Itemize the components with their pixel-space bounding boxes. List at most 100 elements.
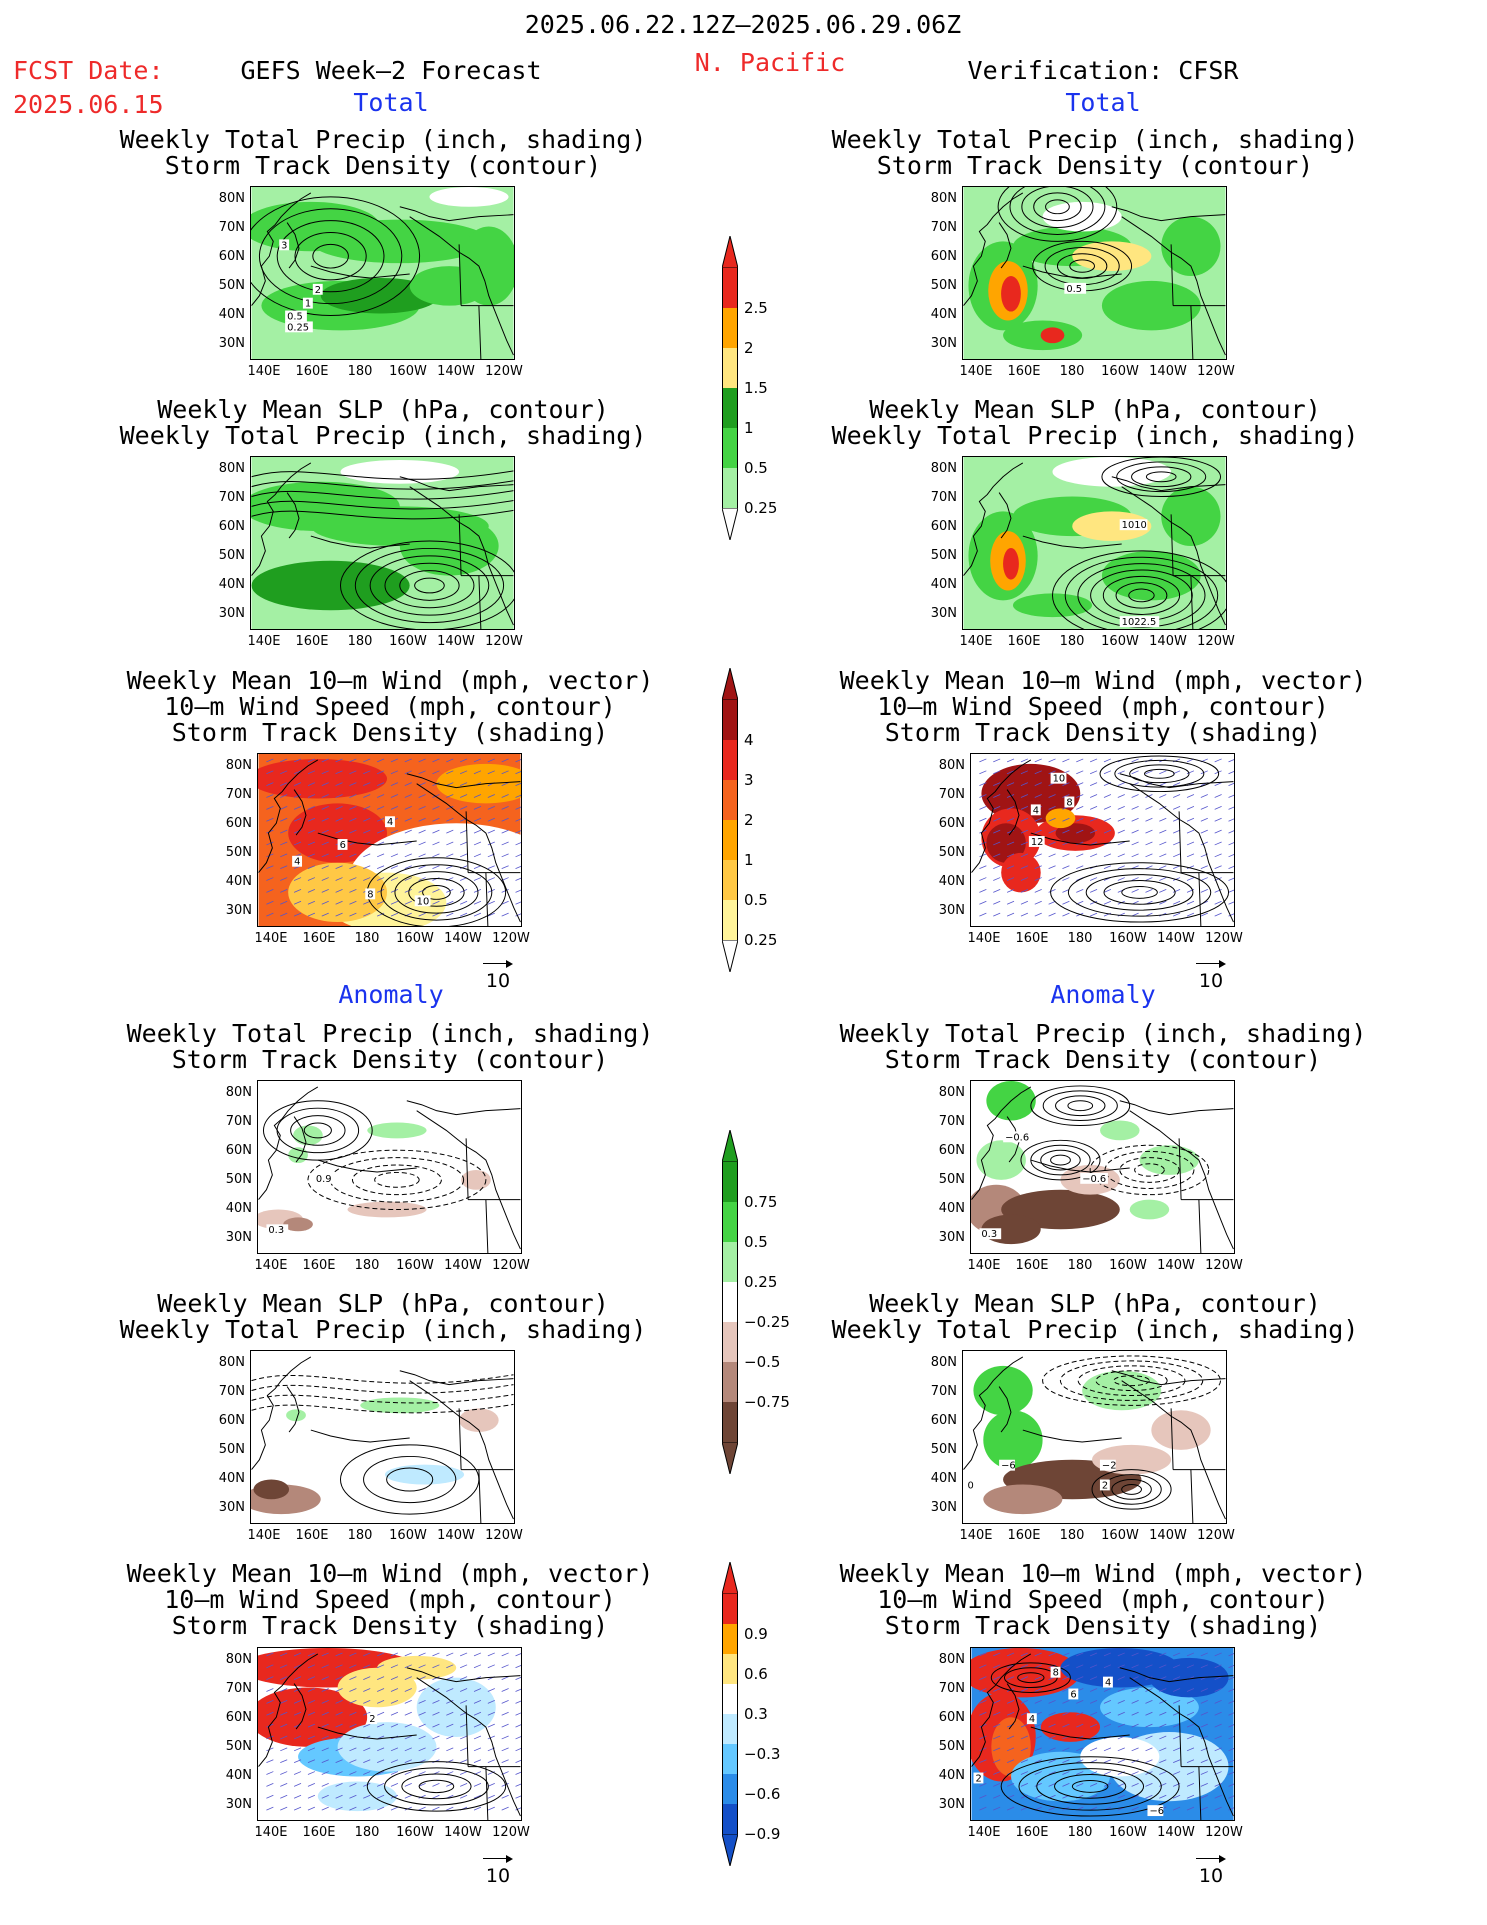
lon-tick-label: 160E [1015,1825,1049,1840]
contour-label: 4 [1105,1678,1111,1689]
lon-tick-label: 140E [254,931,288,946]
lat-tick-label: 40N [930,307,957,322]
colorbar-tick-label: 1 [744,851,754,869]
map-panel-p10: −2 2 −6 0 80N 70N 60N 50N 40N 30N 140E 160E 180 160W 1… [931,1350,1235,1543]
map-panel-p4: 1010 1022.5 80N 70N 60N 50N 40N 30N 140E 160E 180 1… [931,456,1235,649]
lat-tick-label: 70N [225,787,252,802]
lat-tick-label: 80N [938,1652,965,1667]
lon-tick-label: 140W [437,364,475,379]
lat-tick-label: 30N [930,336,957,351]
lon-tick-label: 180 [347,1528,373,1543]
title-p12: Weekly Mean 10–m Wind (mph, vector) 10–m … [839,1559,1367,1640]
lat-tick-label: 70N [225,1114,252,1129]
colorbar-segment [722,388,738,428]
map-panel-p6: 10 4 8 12 80N 70N 60N 50N 40N 30N 140E 160E 180 160W 1… [939,753,1243,946]
lat-tick-label: 60N [938,1710,965,1725]
lon-tick-label: 120W [492,1258,530,1273]
colorbar-tick-label: −0.25 [744,1313,790,1331]
contour-label: 0.9 [316,1174,332,1185]
lat-tick-label: 70N [218,220,245,235]
colorbar-tick-label: 1.5 [744,379,768,397]
lat-tick-label: 40N [218,577,245,592]
lon-tick-label: 140E [967,931,1001,946]
lon-tick-label: 160E [1015,1258,1049,1273]
lon-tick-label: 140E [247,634,281,649]
colorbar-tick-label: −0.6 [744,1785,781,1803]
title-p5: Weekly Mean 10–m Wind (mph, vector) 10–m … [126,666,654,747]
colorbar-tick-label: 4 [744,731,754,749]
map-panel-p7: 0.9 0.3 80N 70N 60N 50N 40N 30N 140E 160E 180 160W 1… [226,1080,530,1273]
colorbar-tick-label: 0.9 [744,1625,768,1643]
right-anomaly-label: Anomaly [1050,980,1156,1009]
lat-tick-label: 30N [938,1230,965,1245]
lat-tick-label: 40N [218,1471,245,1486]
colorbar-segment [722,1774,738,1804]
map-plot-p9 [250,1350,515,1524]
map-plot-p3 [250,456,515,630]
lon-tick-label: 180 [1067,1258,1093,1273]
title-p4: Weekly Mean SLP (hPa, contour) Weekly Tot… [831,395,1359,450]
lon-tick-label: 160W [396,1258,434,1273]
lon-tick-label: 120W [1205,931,1243,946]
lon-tick-label: 160W [1109,931,1147,946]
lat-tick-label: 30N [225,1797,252,1812]
colorbar-segment [722,1242,738,1282]
lat-tick-label: 50N [218,548,245,563]
lat-tick-label: 50N [938,1172,965,1187]
date-range: 2025.06.22.12Z–2025.06.29.06Z [524,10,962,39]
lat-tick-label: 60N [218,1413,245,1428]
vector-ref-p6: 10 [1196,960,1226,992]
lon-tick-label: 160E [1015,931,1049,946]
lon-tick-label: 140E [959,634,993,649]
lat-tick-label: 40N [225,1201,252,1216]
lon-tick-label: 160W [1101,634,1139,649]
colorbar-segment [722,780,738,820]
map-plot-p7: 0.9 0.3 [257,1080,522,1254]
colorbar-segment [722,1684,738,1714]
colorbar-tick-label: 0.3 [744,1705,768,1723]
lat-tick-label: 50N [938,845,965,860]
lat-tick-label: 60N [225,816,252,831]
contour-label: 6 [1070,1689,1076,1700]
colorbar-segment [722,428,738,468]
lon-tick-label: 160E [1007,634,1041,649]
lon-tick-label: 180 [347,634,373,649]
lon-tick-label: 160E [302,931,336,946]
map-panel-p3: 80N 70N 60N 50N 40N 30N 140E 160E 180 160W 140W 120… [219,456,523,649]
lon-tick-label: 160W [396,1825,434,1840]
map-plot-p4: 1010 1022.5 [962,456,1227,630]
lon-tick-label: 160W [389,364,427,379]
lon-tick-label: 160E [302,1258,336,1273]
colorbar-tick-label: 0.25 [744,1273,778,1291]
lat-tick-label: 30N [218,1500,245,1515]
left-total-label: Total [353,88,429,117]
colorbar-segment [722,1804,738,1834]
colorbar-segment [722,308,738,348]
lon-tick-label: 180 [354,1258,380,1273]
lon-tick-label: 160W [1109,1825,1147,1840]
left-model-title: GEFS Week–2 Forecast [240,56,542,85]
lat-tick-label: 30N [225,903,252,918]
lon-tick-label: 180 [1059,1528,1085,1543]
contour-label: −6 [1001,1461,1016,1472]
lat-tick-label: 40N [938,874,965,889]
colorbar-tick-label: −0.75 [744,1393,790,1411]
lon-tick-label: 140W [1149,1528,1187,1543]
lat-tick-label: 80N [930,1355,957,1370]
lat-tick-label: 80N [938,758,965,773]
lat-tick-label: 80N [930,191,957,206]
colorbar-segment [722,1654,738,1684]
lon-tick-label: 160W [1101,364,1139,379]
lon-tick-label: 180 [1067,1825,1093,1840]
colorbar-segment [722,740,738,780]
contour-label: −6 [1149,1806,1164,1817]
colorbar-tick-label: 0.25 [744,499,778,517]
lat-tick-label: 70N [938,1681,965,1696]
colorbar-segment [722,860,738,900]
lon-tick-label: 160E [295,634,329,649]
lat-tick-label: 70N [930,1384,957,1399]
contour-label: 1010 [1122,520,1147,531]
lon-tick-label: 180 [1059,364,1085,379]
contour-label: 8 [367,889,373,900]
